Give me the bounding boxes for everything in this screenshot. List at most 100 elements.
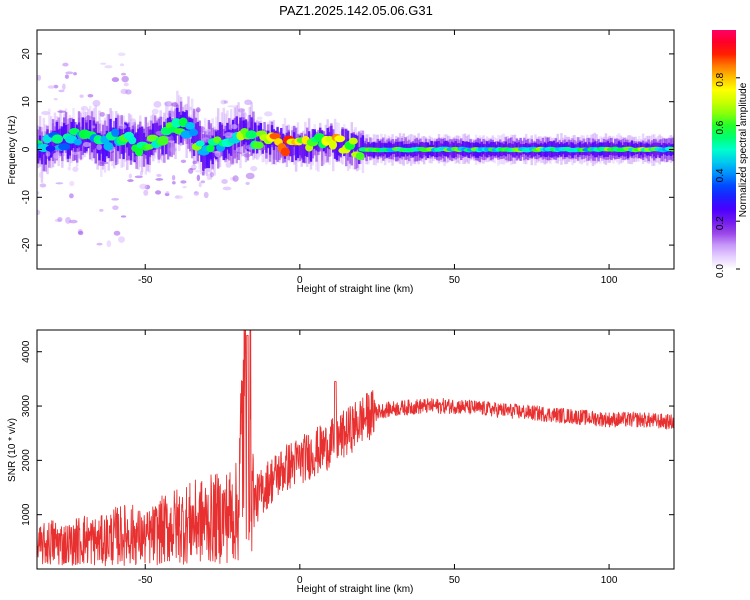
snr-x-axis-label: Height of straight line (km) <box>297 584 414 595</box>
y-tick-label: 0 <box>21 146 32 152</box>
spectrogram-noise <box>57 110 67 113</box>
spectrogram-noise <box>80 105 89 111</box>
spectrogram-noise <box>119 63 125 67</box>
colorbar-tick-label: 0.8 <box>715 72 726 86</box>
snr-y-axis-label: SNR (10 * v/v) <box>7 418 18 482</box>
spectrogram-noise <box>96 144 102 151</box>
spectrogram-ridge <box>206 144 215 153</box>
spectrogram-noise <box>120 215 127 218</box>
spectrogram-noise <box>222 186 232 191</box>
spectrogram-noise <box>194 170 204 173</box>
snr-y-ticks: 1000 2000 3000 4000 <box>21 340 674 526</box>
x-tick-label: -50 <box>138 575 153 586</box>
spectrogram-noise <box>224 160 229 163</box>
spectrogram-noise <box>99 111 105 117</box>
spectrogram-cell <box>246 130 250 152</box>
spectrogram-noise <box>65 71 74 75</box>
spectrogram-data <box>37 52 674 248</box>
spectrogram-noise <box>245 172 255 180</box>
spectrogram-noise <box>37 191 40 195</box>
snr-panel: -50 0 50 100 1000 2000 3000 4000 Height of str… <box>7 329 675 595</box>
spectrogram-noise <box>232 175 239 182</box>
spectrogram-ridge <box>185 122 196 130</box>
spectrogram-noise <box>195 107 201 113</box>
spectrogram-noise <box>118 124 127 130</box>
spectrogram-noise <box>82 142 91 148</box>
spectrogram-cell <box>346 130 350 151</box>
spectrogram-ridge <box>195 140 205 147</box>
spectrogram-cell <box>291 141 294 163</box>
spectrogram-cell <box>354 134 357 156</box>
colorbar-tick-label: 0.4 <box>715 168 726 182</box>
spectrogram-noise <box>245 181 250 185</box>
spectrogram-noise <box>106 240 112 248</box>
colorbar-ticks: 0.0 0.2 0.4 0.6 0.8 <box>715 72 740 278</box>
spectrogram-ridge <box>334 135 346 143</box>
spectrogram-noise <box>121 75 129 83</box>
spectrogram-noise <box>196 174 201 182</box>
spectrogram-noise <box>37 209 41 216</box>
x-tick-label: -50 <box>138 275 153 286</box>
spectrogram-noise <box>68 219 78 224</box>
spectrogram-noise <box>244 99 253 106</box>
spectrogram-noise <box>221 179 228 185</box>
spectrogram-cell <box>75 124 79 149</box>
spectrogram-y-ticks: 20 10 0 -10 -20 <box>21 48 674 252</box>
spectrogram-cell <box>207 142 211 169</box>
spectrogram-noise <box>192 160 197 165</box>
spectrogram-noise <box>79 94 84 98</box>
spectrogram-ridge <box>45 145 56 152</box>
spectrogram-noise <box>153 100 162 108</box>
spectrogram-noise <box>151 108 159 115</box>
spectrogram-noise <box>91 125 96 129</box>
spectrogram-noise <box>45 150 51 157</box>
spectrogram-noise <box>112 205 119 211</box>
spectrogram-cell <box>239 117 242 137</box>
spectrogram-cell <box>220 124 224 149</box>
spectrogram-noise <box>169 146 177 153</box>
spectrogram-cell <box>202 142 205 171</box>
spectrogram-ridge <box>128 136 137 145</box>
spectrogram-noise <box>52 152 62 159</box>
spectrogram-noise <box>71 151 80 155</box>
spectrogram-cell <box>361 135 365 156</box>
spectrogram-noise <box>180 159 187 163</box>
chart-title: PAZ1.2025.142.05.06.G31 <box>279 3 433 18</box>
spectrogram-noise <box>55 182 64 185</box>
spectrogram-cell <box>101 136 105 162</box>
spectrogram-noise <box>223 100 228 104</box>
spectrogram-cell <box>213 137 216 158</box>
spectrogram-noise <box>77 230 84 236</box>
spectrogram-cell <box>192 129 196 157</box>
y-tick-label: 3000 <box>21 394 32 417</box>
spectrogram-cell <box>333 140 337 159</box>
spectrogram-cell <box>140 126 144 149</box>
x-tick-label: 0 <box>297 575 303 586</box>
spectrogram-noise <box>69 180 75 187</box>
spectrogram-cell <box>42 141 46 172</box>
spectrogram-cell <box>88 119 92 143</box>
spectrogram-cell <box>289 138 292 157</box>
spectrogram-noise <box>134 175 143 179</box>
spectrogram-cell <box>300 142 303 158</box>
spectrogram-noise <box>67 166 72 171</box>
spectrogram-noise <box>127 179 134 182</box>
spectrogram-ridge <box>111 128 120 138</box>
spectrogram-ridge <box>245 130 258 140</box>
spectrogram-noise <box>174 195 184 200</box>
spectrogram-noise <box>256 153 260 160</box>
snr-series-line <box>37 330 674 567</box>
colorbar-gradient <box>712 30 736 269</box>
spectrogram-noise <box>53 97 58 101</box>
x-tick-label: 100 <box>601 275 618 286</box>
spectrogram-cell <box>326 134 329 163</box>
spectrogram-noise <box>155 178 164 181</box>
spectrogram-cell <box>114 128 118 166</box>
spectrogram-cell <box>124 122 127 141</box>
spectrogram-cell <box>198 126 201 155</box>
spectrogram-noise <box>118 236 125 243</box>
spectrogram-noise <box>113 230 121 236</box>
spectrogram-noise <box>168 140 175 143</box>
spectrogram-noise <box>121 72 126 76</box>
